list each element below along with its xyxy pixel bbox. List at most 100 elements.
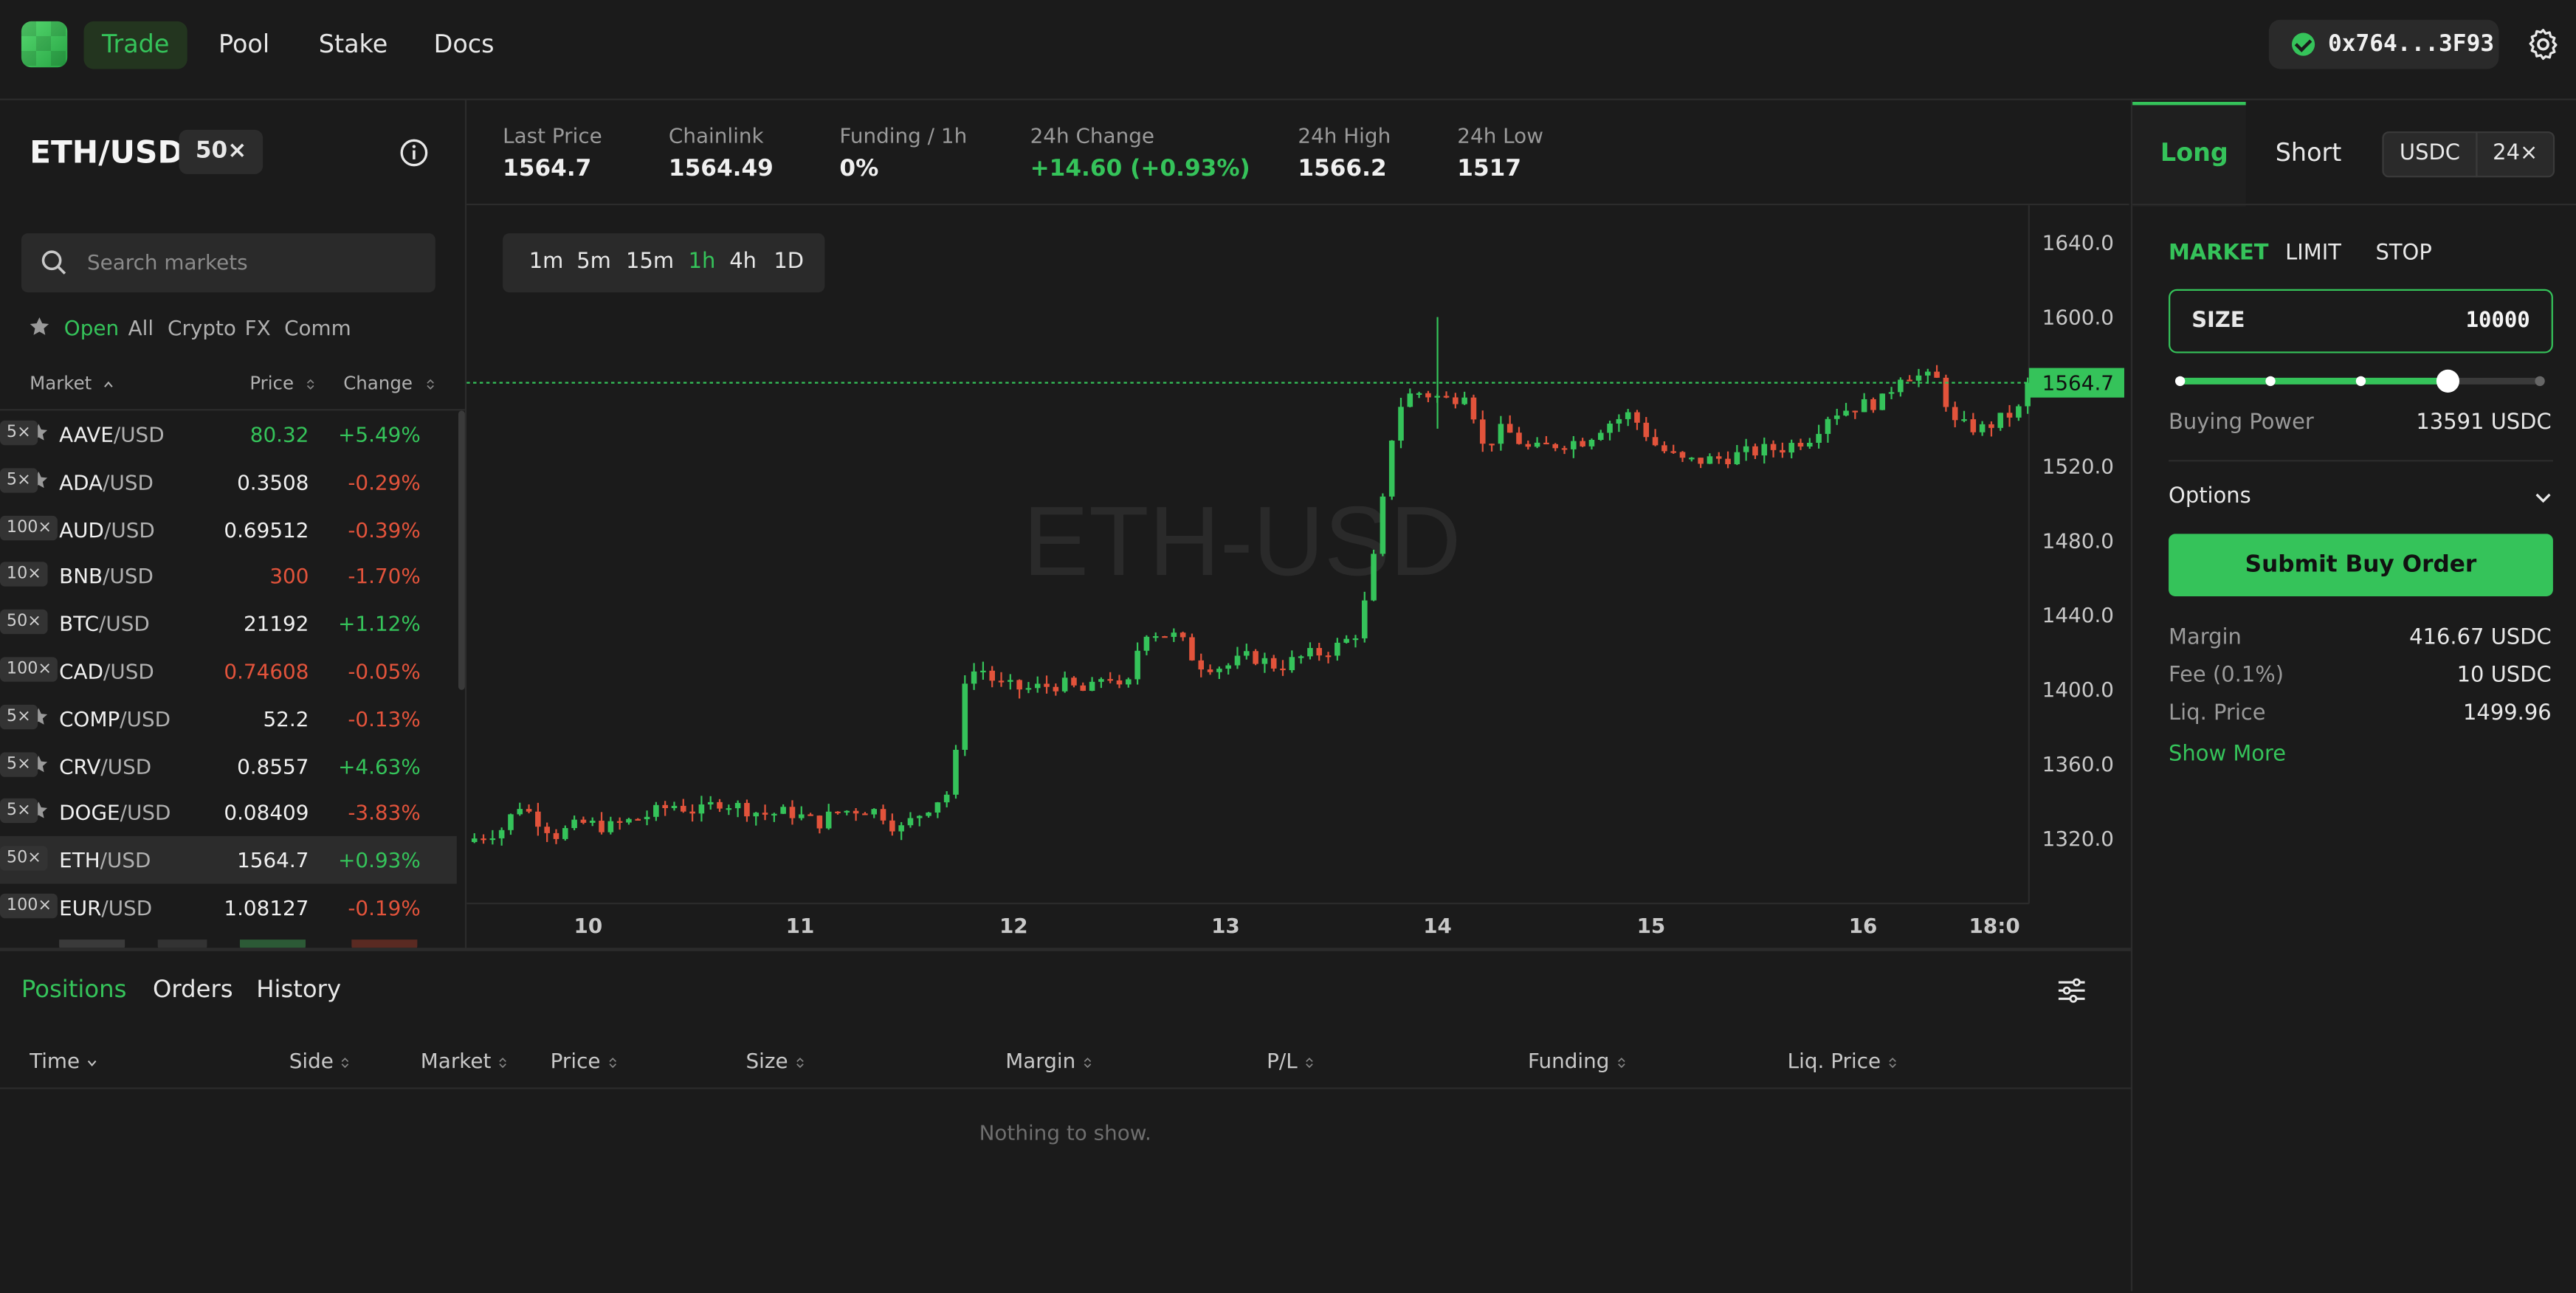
tab-orders[interactable]: Orders xyxy=(152,977,233,1004)
column-header-change[interactable]: Change xyxy=(343,373,435,394)
show-more-link[interactable]: Show More xyxy=(2169,742,2287,768)
market-row-btc[interactable]: BTC/USD 50× 21192 +1.12% xyxy=(0,600,457,648)
candle-body xyxy=(971,671,977,684)
market-price: 21192 xyxy=(243,611,309,636)
nav-item-trade[interactable]: Trade xyxy=(83,21,187,69)
filter-fx[interactable]: FX xyxy=(244,315,271,340)
column-header-funding[interactable]: Funding xyxy=(1528,1048,1626,1072)
tab-positions[interactable]: Positions xyxy=(21,977,127,1004)
candle-body xyxy=(1616,418,1622,424)
market-leverage-badge: 100× xyxy=(0,893,58,919)
market-symbol: BTC/USD xyxy=(59,611,150,635)
collateral-currency-button[interactable]: USDC xyxy=(2382,131,2478,178)
order-type-stop[interactable]: STOP xyxy=(2375,241,2432,266)
nav-item-pool[interactable]: Pool xyxy=(218,30,270,60)
candle-body xyxy=(1216,669,1222,672)
market-leverage-badge: 5× xyxy=(0,467,38,493)
price-chart[interactable]: ETH-USD 1640.0 1600.0 1520.0 1480.0 1440.0 140… xyxy=(466,205,2129,948)
pair-leverage-badge: 50× xyxy=(179,129,264,174)
market-change: +1.12% xyxy=(338,611,421,636)
filter-all[interactable]: All xyxy=(128,315,154,340)
column-header-margin[interactable]: Margin xyxy=(1005,1048,1092,1072)
market-list-scrollbar[interactable] xyxy=(458,410,465,690)
timeframe-5m[interactable]: 5m xyxy=(576,249,611,275)
tab-long[interactable] xyxy=(2132,101,2246,207)
table-filter-icon[interactable] xyxy=(2057,977,2087,1004)
market-row-cad[interactable]: CAD/USD 100× 0.74608 -0.05% xyxy=(0,647,457,695)
timeframe-1d[interactable]: 1D xyxy=(774,249,805,275)
market-row-comp[interactable]: COMP/USD 5× 52.2 -0.13% xyxy=(0,694,457,742)
slider-step-dot[interactable] xyxy=(2355,376,2366,387)
timeframe-15m[interactable]: 15m xyxy=(626,249,675,275)
stat-label: 24h Low xyxy=(1457,123,1543,148)
tab-long-label[interactable]: Long xyxy=(2160,137,2228,168)
market-row-aud[interactable]: AUD/USD 100× 0.69512 -0.39% xyxy=(0,506,457,554)
column-header-price[interactable]: Price xyxy=(551,1048,617,1072)
market-leverage-badge: 100× xyxy=(0,514,58,540)
market-symbol: ADA/USD xyxy=(59,469,154,494)
chevron-down-icon[interactable] xyxy=(2533,489,2553,506)
last-price-marker xyxy=(2028,368,2124,398)
market-row-bnb[interactable]: BNB/USD 10× 300 -1.70% xyxy=(0,553,457,601)
nav-item-docs[interactable]: Docs xyxy=(433,30,495,60)
order-type-market[interactable]: MARKET xyxy=(2169,241,2269,266)
slider-step-dot[interactable] xyxy=(2174,376,2186,387)
options-toggle[interactable]: Options xyxy=(2169,484,2251,509)
column-header-time[interactable]: Time xyxy=(30,1048,96,1072)
market-quote: /USD xyxy=(99,611,150,636)
wallet-button[interactable]: 0x764...3F93 xyxy=(2268,19,2499,69)
slider-step-dot[interactable] xyxy=(2265,376,2276,387)
submit-buy-order-button[interactable]: Submit Buy Order xyxy=(2169,534,2553,596)
filter-comm[interactable]: Comm xyxy=(284,315,351,340)
filter-open[interactable]: Open xyxy=(63,315,120,340)
market-search-field[interactable]: Search markets xyxy=(21,233,435,293)
market-row-ada[interactable]: ADA/USD 5× 0.3508 -0.29% xyxy=(0,458,457,506)
column-header-p-l[interactable]: P/L xyxy=(1267,1048,1314,1072)
info-icon[interactable] xyxy=(399,138,429,168)
divider xyxy=(0,409,465,411)
size-value[interactable]: 10000 xyxy=(2465,308,2530,334)
favorites-star-icon[interactable] xyxy=(28,315,51,338)
leverage-button[interactable]: 24× xyxy=(2476,131,2555,178)
candle-body xyxy=(1670,451,1676,453)
market-row-eth[interactable]: ETH/USD 50× 1564.7 +0.93% xyxy=(0,836,457,884)
column-header-price[interactable]: Price xyxy=(249,373,316,394)
candle-body xyxy=(1071,677,1077,686)
app-logo[interactable] xyxy=(21,21,68,68)
x-axis-tick-label: 14 xyxy=(1423,914,1452,938)
filter-crypto[interactable]: Crypto xyxy=(168,315,236,340)
y-axis-tick-label: 1360.0 xyxy=(2042,752,2114,776)
settings-gear-icon[interactable] xyxy=(2525,27,2561,63)
candle-body xyxy=(1780,449,1785,453)
timeframe-1m[interactable]: 1m xyxy=(528,249,564,275)
candle-body xyxy=(1898,379,1904,393)
tab-short[interactable]: Short xyxy=(2275,137,2342,168)
candle-body xyxy=(1852,410,1859,413)
candle-body xyxy=(498,830,505,838)
market-row-aave[interactable]: AAVE/USD 5× 80.32 +5.49% xyxy=(0,410,457,458)
tab-history[interactable]: History xyxy=(256,977,342,1004)
leverage-slider-handle[interactable] xyxy=(2436,369,2460,393)
market-row-doge[interactable]: DOGE/USD 5× 0.08409 -3.83% xyxy=(0,789,457,837)
market-quote: /USD xyxy=(100,847,151,873)
timeframe-selector xyxy=(503,233,825,293)
column-header-market[interactable]: Market xyxy=(421,1048,508,1072)
timeframe-4h[interactable]: 4h xyxy=(729,249,757,275)
column-header-side[interactable]: Side xyxy=(289,1048,350,1072)
slider-step-dot[interactable] xyxy=(2535,376,2545,387)
stat-value: 1517 xyxy=(1457,156,1522,183)
column-header-liq-price[interactable]: Liq. Price xyxy=(1788,1048,1898,1072)
market-row-crv[interactable]: CRV/USD 5× 0.8557 +4.63% xyxy=(0,742,457,790)
nav-item-stake[interactable]: Stake xyxy=(318,30,388,60)
market-quote: /USD xyxy=(100,753,152,779)
size-input[interactable] xyxy=(2169,289,2553,354)
column-header-market[interactable]: Market xyxy=(30,373,114,394)
candle-body xyxy=(1280,668,1286,671)
column-header-size[interactable]: Size xyxy=(746,1048,805,1072)
timeframe-1h[interactable]: 1h xyxy=(688,249,716,275)
candle-body xyxy=(1335,642,1340,656)
order-type-limit[interactable]: LIMIT xyxy=(2285,241,2341,266)
candle-body xyxy=(1988,424,1994,428)
market-row-eur[interactable]: EUR/USD 100× 1.08127 -0.19% xyxy=(0,883,457,931)
market-change: -0.29% xyxy=(348,469,421,494)
